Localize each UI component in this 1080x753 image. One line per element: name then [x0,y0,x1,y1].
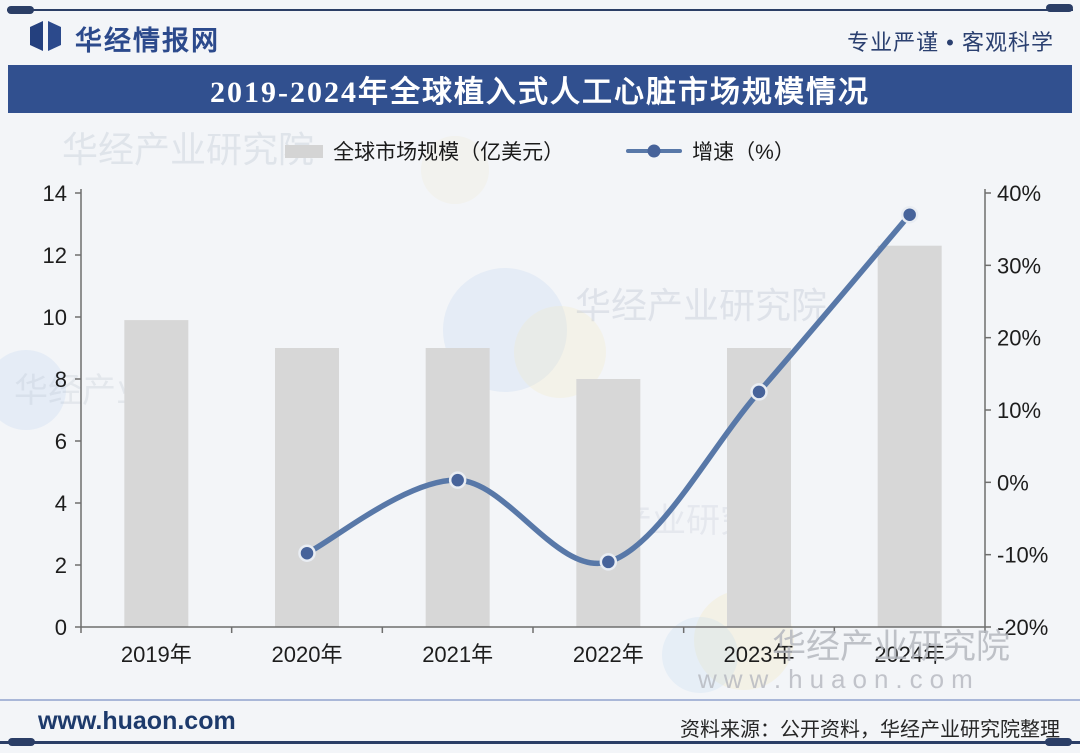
svg-text:4: 4 [55,491,67,516]
bar-2021年 [425,348,490,627]
line-legend-label: 增速（%） [692,141,795,164]
svg-text:40%: 40% [997,181,1041,206]
bar-legend-label: 全球市场规模（亿美元） [333,141,565,164]
bar-2022年 [576,379,641,627]
svg-text:2019年: 2019年 [121,642,192,667]
svg-text:-20%: -20% [997,615,1048,640]
watermark-text: 华经产业研究院 [575,285,827,326]
footer-site-url: www.huaon.com [38,707,236,735]
legend-item-market-size: 全球市场规模（亿美元） [285,136,564,166]
bar-2023年 [727,348,791,627]
svg-text:6: 6 [55,429,67,454]
brand: 华经情报网 [28,19,220,58]
svg-text:2024年: 2024年 [874,642,945,667]
svg-text:2020年: 2020年 [272,642,343,667]
bar-2024年 [877,245,942,627]
watermark-text: 华经产业研 [14,372,184,410]
chart-legend: 全球市场规模（亿美元） 增速（%） [0,136,1080,166]
watermark-text: 产业研究网 [618,502,788,540]
growth-point [900,205,919,224]
svg-text:0%: 0% [997,470,1029,495]
site-logo-text: 华经情报网 [75,26,220,56]
svg-text:2023年: 2023年 [724,642,795,667]
bar-2019年 [124,320,189,627]
footer-top-rule [0,699,1080,701]
line-legend-marker-icon [626,144,683,158]
bar-2020年 [275,348,339,627]
header-top-rule [7,9,1073,11]
header-rule-right-cap [1046,4,1073,12]
growth-point [448,471,467,489]
svg-text:2021年: 2021年 [422,642,493,667]
growth-line [304,211,913,567]
huajing-logo-icon [28,20,64,57]
watermark-text: www.huaon.com [697,664,980,694]
svg-text:0: 0 [55,615,67,640]
footer-source-note: 资料来源：公开资料，华经产业研究院整理 [680,719,1060,741]
svg-text:2: 2 [55,553,67,578]
svg-text:-10%: -10% [997,543,1048,568]
watermark-text: 华经产业研究院 [772,628,1010,666]
growth-point [298,544,316,562]
svg-text:2022年: 2022年 [573,642,644,667]
svg-text:12: 12 [43,243,67,268]
svg-text:30%: 30% [997,253,1041,278]
svg-text:8: 8 [55,367,67,392]
footer-bottom-rule [0,741,1080,744]
header-tagline: 专业严谨 • 客观科学 [847,30,1054,55]
growth-point [599,553,618,571]
svg-text:20%: 20% [997,326,1041,351]
svg-text:10: 10 [43,305,67,330]
bar-legend-swatch-icon [285,144,324,158]
svg-text:14: 14 [43,181,67,206]
growth-point [750,383,768,401]
chart-title-banner: 2019-2024年全球植入式人工心脏市场规模情况 [8,65,1072,113]
header-rule-left-cap [7,6,34,14]
svg-text:10%: 10% [997,398,1041,423]
legend-item-growth: 增速（%） [626,136,795,166]
